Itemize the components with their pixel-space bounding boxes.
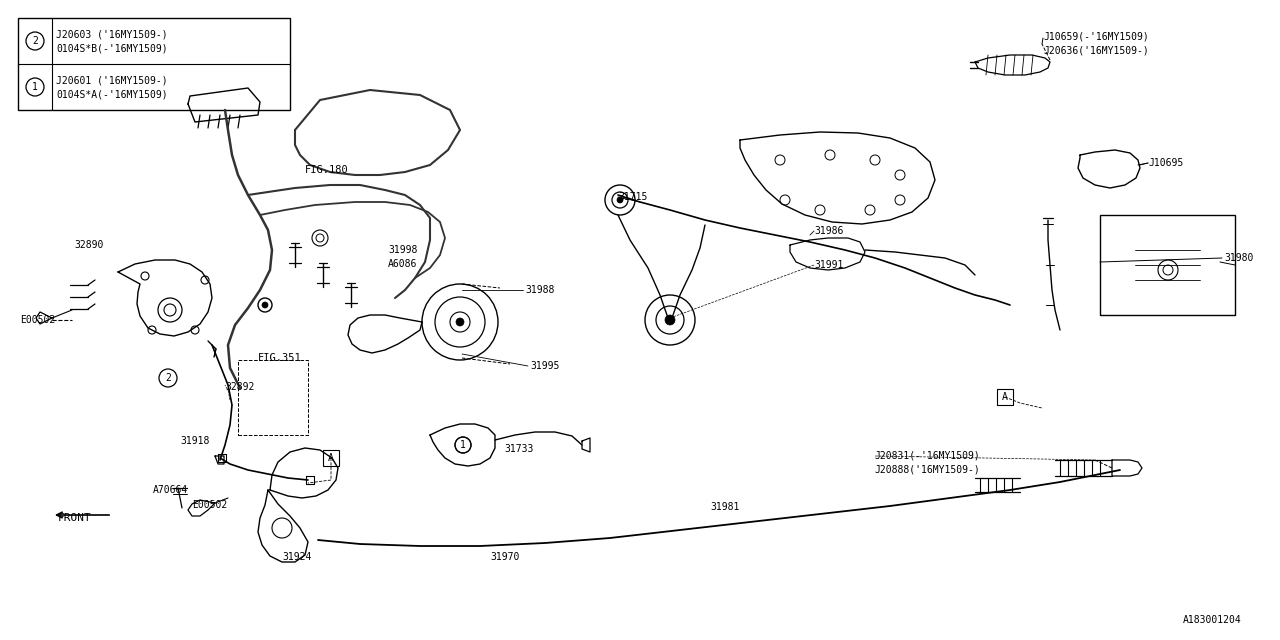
Text: 31986: 31986 — [814, 226, 844, 236]
Text: 31988: 31988 — [525, 285, 554, 295]
Text: A183001204: A183001204 — [1183, 615, 1242, 625]
Text: 0104S*B(-'16MY1509): 0104S*B(-'16MY1509) — [56, 43, 168, 53]
Text: 2: 2 — [165, 373, 172, 383]
Text: A: A — [328, 453, 334, 463]
Bar — [1100, 215, 1235, 315]
Text: 1: 1 — [460, 440, 466, 450]
Text: J20831(-'16MY1509): J20831(-'16MY1509) — [874, 451, 979, 461]
Circle shape — [456, 318, 465, 326]
Text: E00502: E00502 — [20, 315, 55, 325]
Bar — [323, 450, 339, 466]
Text: A70664: A70664 — [154, 485, 188, 495]
Text: 31980: 31980 — [1224, 253, 1253, 263]
Text: 32892: 32892 — [225, 382, 255, 392]
Text: 0104S*A(-'16MY1509): 0104S*A(-'16MY1509) — [56, 89, 168, 99]
Text: J10659(-'16MY1509): J10659(-'16MY1509) — [1043, 31, 1148, 41]
Text: 31924: 31924 — [282, 552, 311, 562]
Bar — [18, 18, 291, 110]
Text: FIG.180: FIG.180 — [305, 165, 348, 175]
Text: 2: 2 — [32, 36, 38, 46]
Circle shape — [617, 197, 623, 203]
Text: J20888('16MY1509-): J20888('16MY1509-) — [874, 465, 979, 475]
Text: J20601 ('16MY1509-): J20601 ('16MY1509-) — [56, 75, 168, 85]
Circle shape — [262, 302, 268, 308]
Text: J20603 ('16MY1509-): J20603 ('16MY1509-) — [56, 29, 168, 39]
Text: 31733: 31733 — [504, 444, 534, 454]
Text: 31970: 31970 — [490, 552, 520, 562]
Text: FRONT: FRONT — [58, 513, 92, 523]
Text: 31918: 31918 — [180, 436, 210, 446]
Text: A: A — [1002, 392, 1007, 402]
Text: FIG.351: FIG.351 — [259, 353, 302, 363]
Text: 32890: 32890 — [74, 240, 104, 250]
Text: J10695: J10695 — [1148, 158, 1183, 168]
Text: 31995: 31995 — [530, 361, 559, 371]
Text: 31991: 31991 — [814, 260, 844, 270]
Text: 31715: 31715 — [618, 192, 648, 202]
Text: 31981: 31981 — [710, 502, 740, 512]
Circle shape — [666, 315, 675, 325]
Text: A6086: A6086 — [388, 259, 417, 269]
Text: 31998: 31998 — [388, 245, 417, 255]
Text: 1: 1 — [32, 82, 38, 92]
Bar — [238, 360, 308, 435]
Text: J20636('16MY1509-): J20636('16MY1509-) — [1043, 45, 1148, 55]
Text: E00502: E00502 — [192, 500, 228, 510]
Bar — [997, 389, 1012, 405]
